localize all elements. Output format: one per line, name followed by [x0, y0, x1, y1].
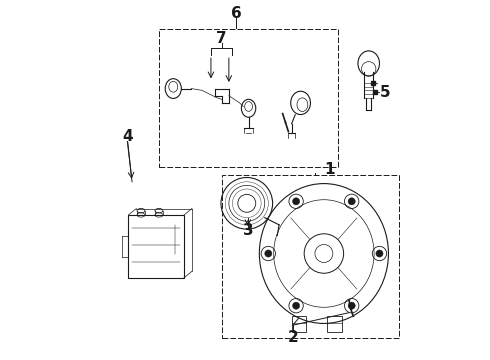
- Text: 1: 1: [324, 162, 335, 177]
- Circle shape: [265, 250, 272, 257]
- Text: 7: 7: [217, 31, 227, 46]
- Circle shape: [348, 302, 355, 309]
- Circle shape: [348, 198, 355, 205]
- Text: 4: 4: [122, 130, 133, 144]
- Text: 6: 6: [231, 6, 242, 21]
- Text: 3: 3: [243, 224, 253, 238]
- Circle shape: [376, 250, 383, 257]
- Text: 5: 5: [380, 85, 391, 100]
- Circle shape: [293, 302, 300, 309]
- Text: 2: 2: [287, 329, 298, 345]
- Circle shape: [293, 198, 300, 205]
